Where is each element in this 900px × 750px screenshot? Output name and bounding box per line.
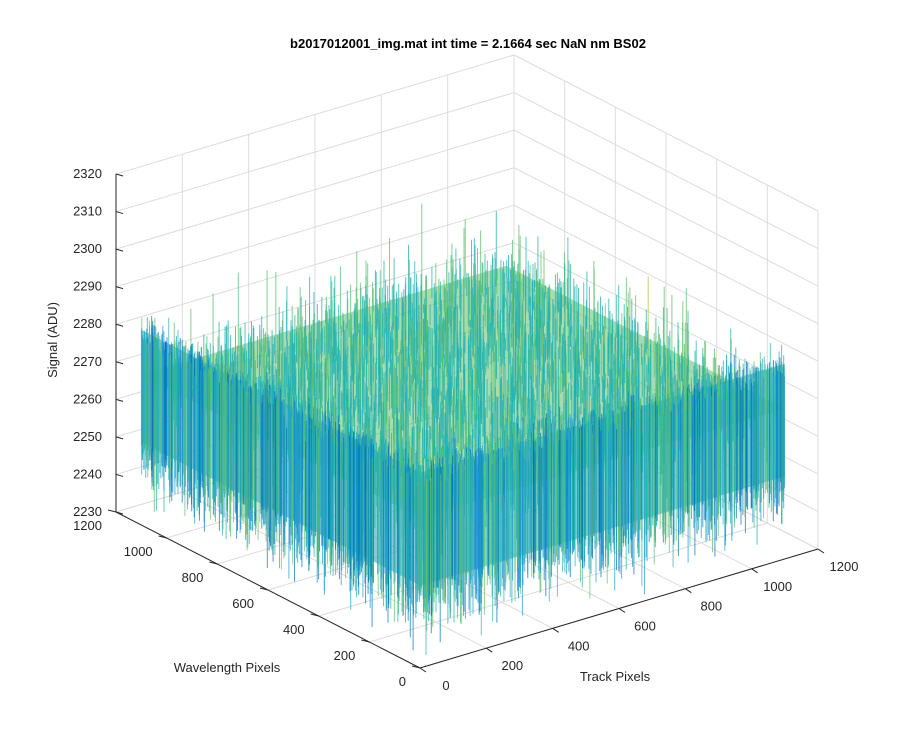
y-tick-mark: [209, 561, 218, 565]
x-tick-label: 1000: [763, 579, 792, 594]
y-tick-label: 0: [399, 674, 406, 689]
x-tick-mark: [685, 588, 692, 594]
z-tick-label: 2290: [73, 279, 102, 294]
z-axis-label: Signal (ADU): [45, 302, 60, 378]
z-tick-mark: [115, 436, 124, 440]
y-tick-label: 1000: [124, 544, 153, 559]
y-tick-label: 400: [283, 622, 305, 637]
x-tick-label: 200: [501, 658, 523, 673]
wall-gridline-z: [115, 54, 515, 175]
x-tick-mark: [552, 627, 559, 633]
z-tick-label: 2240: [73, 466, 102, 481]
wall-gridline-z2: [513, 92, 819, 250]
x-tick-mark: [751, 568, 758, 574]
z-tick-label: 2230: [73, 504, 102, 519]
x-tick-mark: [486, 647, 493, 653]
y-tick-mark: [259, 587, 269, 591]
y-tick-label: 800: [182, 570, 204, 585]
z-tick-mark: [115, 211, 124, 215]
z-tick-label: 2300: [73, 241, 102, 256]
y-tick-label: 600: [232, 596, 254, 611]
y-tick-mark: [158, 535, 167, 539]
x-tick-label: 800: [700, 599, 722, 614]
wall-gridline-z2: [513, 129, 819, 287]
z-tick-mark: [115, 323, 124, 327]
wall-gridline-z2: [513, 167, 819, 325]
z-tick-label: 2250: [73, 429, 102, 444]
wall-gridline-z2: [513, 204, 819, 362]
x-tick-mark: [419, 667, 427, 673]
y-tick-mark: [107, 509, 117, 513]
z-tick-label: 2270: [73, 354, 102, 369]
tick-labels: 0 200 400 600 800 1000 1200 0 200 400 600 800 1000 12…: [73, 166, 858, 693]
x-axis-label: Track Pixels: [580, 669, 651, 684]
z-tick-mark: [115, 511, 124, 515]
z-tick-label: 2280: [73, 316, 102, 331]
axis-layer: [107, 173, 825, 673]
wall-gridline-z2: [513, 54, 819, 212]
z-tick-mark: [115, 473, 124, 477]
x-tick-mark: [618, 608, 626, 613]
surface-plot: [140, 203, 785, 655]
wall-gridline-z: [115, 129, 515, 250]
floor-gridline-y: [369, 522, 768, 643]
z-tick-mark: [115, 286, 124, 290]
y-tick-label: 200: [334, 648, 356, 663]
z-tick-mark: [115, 173, 124, 177]
z-tick-label: 2320: [73, 166, 102, 181]
y-tick-mark: [310, 613, 319, 617]
y-tick-mark: [361, 639, 370, 643]
x-tick-label: 0: [442, 678, 449, 693]
y-tick-mark: [411, 665, 421, 669]
z-tick-label: 2310: [73, 204, 102, 219]
y-tick-label: 1200: [73, 518, 102, 533]
z-tick-mark: [115, 398, 124, 402]
z-tick-label: 2260: [73, 391, 102, 406]
y-axis-label: Wavelength Pixels: [174, 660, 281, 675]
x-tick-label: 1200: [830, 559, 859, 574]
wall-gridline-z: [115, 204, 515, 325]
wall-gridline-z: [115, 92, 515, 213]
x-tick-label: 600: [634, 619, 656, 634]
z-tick-mark: [115, 361, 124, 365]
x-tick-label: 400: [568, 638, 590, 653]
x-tick-mark: [817, 548, 825, 554]
wall-gridline-z: [115, 167, 515, 288]
chart-title: b2017012001_img.mat int time = 2.1664 se…: [290, 36, 646, 51]
z-tick-mark: [115, 248, 124, 252]
